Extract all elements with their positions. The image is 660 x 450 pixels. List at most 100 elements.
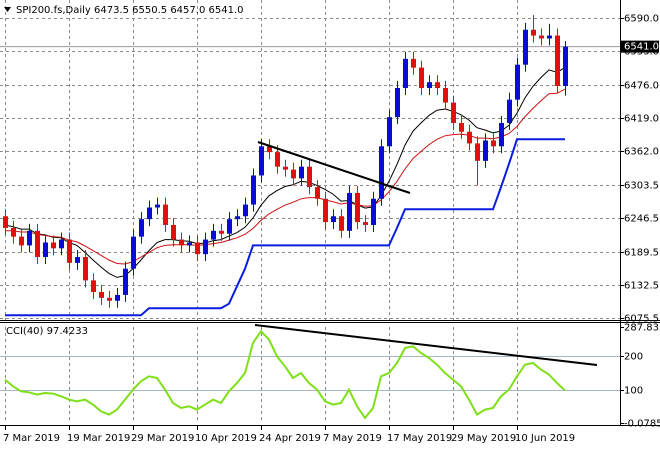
y-tick-label: 6075.5 — [624, 314, 659, 325]
candle-body — [307, 166, 312, 188]
candle-body — [243, 204, 248, 217]
candle-body — [195, 242, 200, 255]
candle-body — [491, 140, 496, 147]
candle-body — [547, 35, 552, 39]
y-tick-label: 100 — [624, 386, 643, 397]
candle-body — [291, 169, 296, 179]
x-tick-label: 7 Mar 2019 — [3, 433, 60, 444]
x-tick-label: 10 Jun 2019 — [515, 433, 575, 444]
candle-body — [155, 204, 160, 208]
y-tick-label: 6189.5 — [624, 248, 659, 259]
trend-line — [257, 141, 411, 194]
candle-body — [107, 297, 112, 301]
x-tick-label: 7 May 2019 — [323, 433, 382, 444]
candle-body — [179, 239, 184, 246]
candle-body — [147, 207, 152, 220]
candle-body — [499, 122, 504, 147]
grid — [0, 0, 620, 423]
candle-body — [91, 280, 96, 293]
candle-body — [43, 242, 48, 258]
candle-body — [459, 122, 464, 132]
candle-body — [211, 230, 216, 240]
candle-body — [347, 192, 352, 231]
candle-body — [59, 239, 64, 249]
x-tick-label: 29 Mar 2019 — [131, 433, 194, 444]
candle-body — [267, 146, 272, 153]
candle-body — [227, 219, 232, 234]
cci-line — [4, 329, 566, 420]
candle-body — [275, 152, 280, 167]
candle-body — [507, 99, 512, 123]
candle-body — [235, 216, 240, 220]
candle-body — [259, 146, 264, 176]
cci-trend-line — [254, 324, 598, 366]
candle-body — [131, 236, 136, 269]
candle-body — [483, 140, 488, 161]
cci-title: CCI(40) 97.4233 — [6, 326, 88, 337]
candle-body — [75, 257, 80, 263]
y-tick-label: 6476.0 — [624, 81, 659, 92]
candle-body — [11, 227, 16, 237]
chart-title: SPI200.fs,Daily 6473.5 6550.5 6457.0 654… — [16, 5, 243, 16]
candle-body — [219, 230, 224, 234]
x-tick-label: 24 Apr 2019 — [259, 433, 321, 444]
candle-body — [427, 82, 432, 89]
candle-body — [411, 58, 416, 68]
candle-body — [203, 239, 208, 255]
candle-body — [251, 175, 256, 205]
candle-body — [83, 257, 88, 281]
menu-arrow — [4, 7, 11, 12]
candle-body — [475, 143, 480, 161]
candle-body — [523, 29, 528, 65]
y-tick-label: 6362.0 — [624, 147, 659, 158]
candle-body — [379, 146, 384, 199]
candle-body — [395, 88, 400, 118]
y-tick-label: 287.8357 — [624, 323, 660, 334]
candle-body — [299, 166, 304, 179]
y-tick-label: 6246.5 — [624, 214, 659, 225]
candle-body — [163, 204, 168, 225]
candle-body — [515, 64, 520, 100]
candle-body — [371, 198, 376, 225]
candle-body — [387, 117, 392, 147]
x-tick-label: 19 Mar 2019 — [67, 433, 130, 444]
candle-body — [51, 242, 56, 249]
candle-body — [27, 230, 32, 246]
candle-body — [355, 192, 360, 223]
candle-body — [443, 88, 448, 103]
x-tick-label: 29 May 2019 — [451, 433, 516, 444]
indicator-line — [5, 138, 565, 317]
price-box — [621, 40, 659, 53]
candle-body — [531, 29, 536, 36]
candle-body — [3, 216, 8, 228]
y-tick-label: 200 — [624, 352, 643, 363]
x-tick-label: 10 Apr 2019 — [195, 433, 257, 444]
candle-body — [123, 268, 128, 295]
candle-body — [467, 131, 472, 144]
y-tick-label: 6590.0 — [624, 14, 659, 25]
candle-body — [99, 292, 104, 298]
candle-body — [67, 239, 72, 263]
price-label: 6541.0 — [624, 42, 659, 53]
candle-body — [315, 187, 320, 199]
candle-body — [563, 46, 568, 86]
candle-body — [451, 102, 456, 123]
indicator-line — [4, 67, 566, 278]
candle-body — [555, 35, 560, 86]
y-tick-label: -0.0785 — [624, 419, 660, 430]
candle-body — [283, 166, 288, 170]
candle-body — [115, 294, 120, 301]
x-tick-label: 17 May 2019 — [387, 433, 452, 444]
candle-body — [419, 67, 424, 89]
y-tick-label: 6303.5 — [624, 181, 659, 192]
candle-body — [139, 219, 144, 237]
candle-body — [339, 216, 344, 231]
axes — [0, 0, 660, 426]
candle-body — [323, 198, 328, 223]
candle-body — [19, 236, 24, 246]
candle-body — [435, 82, 440, 89]
marks — [3, 15, 568, 420]
candle-body — [539, 35, 544, 39]
candle-body — [403, 58, 408, 89]
